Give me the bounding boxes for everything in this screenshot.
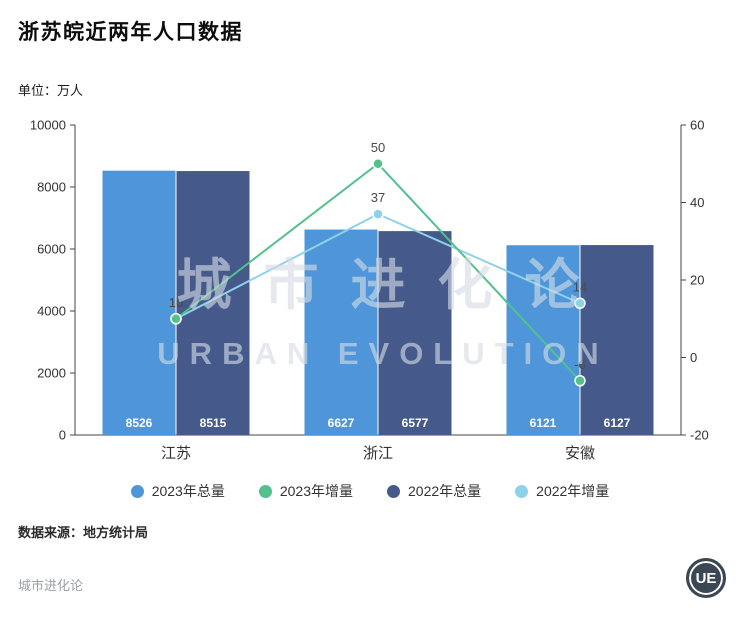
y-axis-right-tick-label: 60 [690,118,704,133]
point-2023年增量 [574,375,586,387]
bar-2022年总量 [580,245,654,435]
bar-value-label: 6121 [530,416,557,430]
x-axis-label: 安徽 [565,445,595,462]
y-axis-left-tick-label: 10000 [30,118,66,133]
point-2023年增量 [170,313,182,325]
unit-label: 单位：万人 [18,83,84,98]
combo-chart-svg: 0 2000 4000 6000 8000 10000 -20 0 20 40 60 江苏 浙江 安徽 85… [30,118,709,463]
combo-chart: 0 2000 4000 6000 8000 10000 -20 0 20 40 60 江苏 浙江 安徽 85… [0,98,740,478]
legend-item: 2023年增量 [258,481,353,501]
bar-2023年总量 [304,229,378,435]
legend-label: 2023年总量 [151,483,225,499]
bar-2022年总量 [176,171,250,435]
ue-logo: UE [686,558,726,598]
page-title: 浙苏皖近两年人口数据 [18,21,243,44]
point-label: 10 [169,295,183,310]
point-label: 37 [371,190,385,205]
y-axis-left-tick-label: 2000 [37,366,66,381]
legend-label: 2022年增量 [536,483,610,499]
y-axis-right-tick-label: -20 [690,428,709,443]
bar-2023年总量 [102,170,176,435]
x-axis-label: 浙江 [363,445,393,462]
y-axis-right-tick-label: 40 [690,195,704,210]
ue-logo-text: UE [695,569,717,587]
legend-swatch [130,484,144,498]
legend: 2023年总量 2023年增量 2022年总量 2022年增量 [0,481,740,501]
y-axis-left-tick-label: 6000 [37,242,66,257]
point-2022年增量 [372,208,384,220]
bar-2022年总量 [378,231,452,435]
y-axis-left-tick-label: 4000 [37,304,66,319]
point-label: 50 [371,140,385,155]
x-axis-label: 江苏 [161,445,191,462]
point-2023年增量 [372,158,384,170]
data-source: 数据来源：地方统计局 [18,525,149,540]
y-axis-left-tick-label: 8000 [37,180,66,195]
legend-swatch [258,484,272,498]
legend-swatch [387,484,400,498]
legend-swatch [515,484,529,498]
bar-value-label: 8526 [126,416,153,430]
bar-value-label: 6127 [604,416,631,430]
point-label: 14 [573,279,587,294]
bar-value-label: 6627 [328,416,355,430]
footer-brand: 城市进化论 [18,578,84,593]
y-axis-right-tick-label: 0 [690,350,697,365]
y-axis-right-tick-label: 20 [690,273,704,288]
point-label: -6 [574,357,586,372]
legend-label: 2022年总量 [408,483,482,499]
legend-item: 2023年总量 [130,481,225,501]
bar-value-label: 6577 [402,416,429,430]
legend-item: 2022年总量 [387,481,481,501]
point-label: 10 [169,295,183,310]
bar-value-label: 8515 [200,416,227,430]
legend-item: 2022年增量 [515,481,609,501]
legend-label: 2023年增量 [279,483,353,499]
point-2022年增量 [574,297,586,309]
y-axis-left-tick-label: 0 [59,428,66,443]
